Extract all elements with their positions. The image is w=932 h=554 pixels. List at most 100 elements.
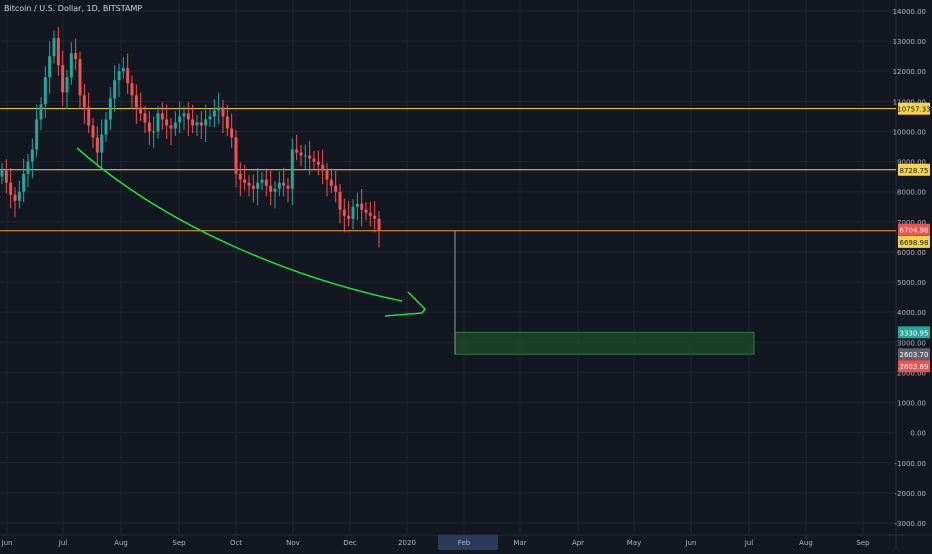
candle-body [355, 203, 359, 207]
candle-body [39, 104, 43, 120]
candle-body [0, 170, 4, 177]
candle-body [230, 128, 234, 138]
time-tick-label: May [627, 539, 641, 547]
candle-body [199, 122, 203, 126]
candle-body [282, 182, 286, 186]
time-tick-label: Sep [172, 539, 186, 547]
candle-body [143, 113, 147, 123]
candle-body [377, 218, 381, 231]
price-tick-label: 6000.00 [897, 249, 926, 257]
candle-body [169, 125, 173, 129]
price-tick-label: 14000.00 [893, 8, 926, 16]
candle-body [308, 155, 312, 159]
time-tick-label: Jul [744, 539, 754, 547]
price-tick-label: 13000.00 [893, 38, 926, 46]
candle-body [338, 191, 342, 210]
candle-body [260, 179, 264, 183]
candle-body [108, 98, 112, 120]
candle-body [17, 191, 21, 201]
candle-body [360, 203, 364, 210]
price-label-text: 6698.98 [900, 239, 929, 247]
price-tick-label: 8000.00 [897, 189, 926, 197]
candle-body [56, 38, 60, 66]
price-tick-label: 4000.00 [897, 309, 926, 317]
candle-body [78, 59, 82, 96]
candle-body [104, 119, 108, 135]
candle-body [43, 77, 47, 105]
price-tick-label: -2000.00 [895, 490, 926, 498]
candle-body [373, 215, 377, 219]
price-label-box [898, 360, 930, 373]
time-tick-label: Jun [685, 539, 697, 547]
candle-body [273, 188, 277, 192]
candle-body [321, 164, 325, 171]
price-label-box [898, 326, 930, 339]
candle-body [139, 107, 143, 114]
candle-body [312, 158, 316, 162]
candle-body [351, 206, 355, 219]
candle-body [316, 161, 320, 165]
price-tick-label: 2000.00 [897, 369, 926, 377]
candle-body [178, 116, 182, 123]
candle-body [52, 38, 56, 57]
price-tick-label: 3000.00 [897, 339, 926, 347]
time-tick-label: Nov [286, 539, 300, 547]
candle-body [26, 161, 30, 174]
candle-body [290, 149, 294, 189]
candle-body [212, 110, 216, 117]
target-zone[interactable] [454, 331, 755, 355]
candle-body [295, 149, 299, 153]
price-label-box [898, 102, 930, 115]
candle-body [277, 182, 281, 189]
price-label-text: 3330.95 [900, 329, 929, 337]
candle-body [22, 173, 26, 192]
candle-body [48, 56, 52, 78]
candle-body [182, 113, 186, 117]
price-tick-label: 1000.00 [897, 400, 926, 408]
candle-body [243, 179, 247, 183]
candle-body [134, 95, 138, 108]
arrow-head [384, 291, 426, 317]
candle-body [208, 116, 212, 120]
time-tick-label: Dec [343, 539, 357, 547]
price-label-text: 2603.70 [900, 351, 929, 359]
candle-body [299, 152, 303, 156]
time-tick-label: Oct [230, 539, 242, 547]
time-tick-label: Mar [513, 539, 526, 547]
time-tick-label: Aug [799, 539, 813, 547]
candle-body [147, 122, 151, 132]
time-tick-label: Jul [58, 539, 68, 547]
candle-body [347, 215, 351, 219]
candle-body [61, 65, 65, 93]
time-tick-label: Feb [458, 539, 471, 547]
candle-body [126, 68, 130, 84]
price-tick-label: 11000.00 [893, 98, 926, 106]
price-tick-label: -3000.00 [895, 520, 926, 528]
candle-body [13, 194, 17, 201]
candle-body [234, 137, 238, 174]
candle-body [195, 122, 199, 126]
price-label-text: 6704.98 [900, 227, 929, 235]
price-tick-label: 10000.00 [893, 128, 926, 136]
price-tick-label: 5000.00 [897, 279, 926, 287]
candle-body [256, 182, 260, 189]
candle-body [9, 182, 13, 195]
candle-body [364, 209, 368, 213]
price-label-text: 10757.33 [897, 106, 930, 114]
candle-body [95, 137, 99, 153]
candle-body [247, 182, 251, 186]
price-label-text: 8728.75 [900, 167, 929, 175]
candle-body [4, 170, 8, 183]
candle-body [117, 71, 121, 81]
price-label-text: 2603.69 [900, 363, 929, 371]
candle-body [165, 119, 169, 126]
candle-body [334, 185, 338, 192]
time-axis-highlight [438, 535, 498, 550]
candle-body [368, 212, 372, 216]
price-tick-label: 12000.00 [893, 68, 926, 76]
candle-body [152, 131, 156, 133]
price-tick-label: 0.00 [910, 430, 926, 438]
